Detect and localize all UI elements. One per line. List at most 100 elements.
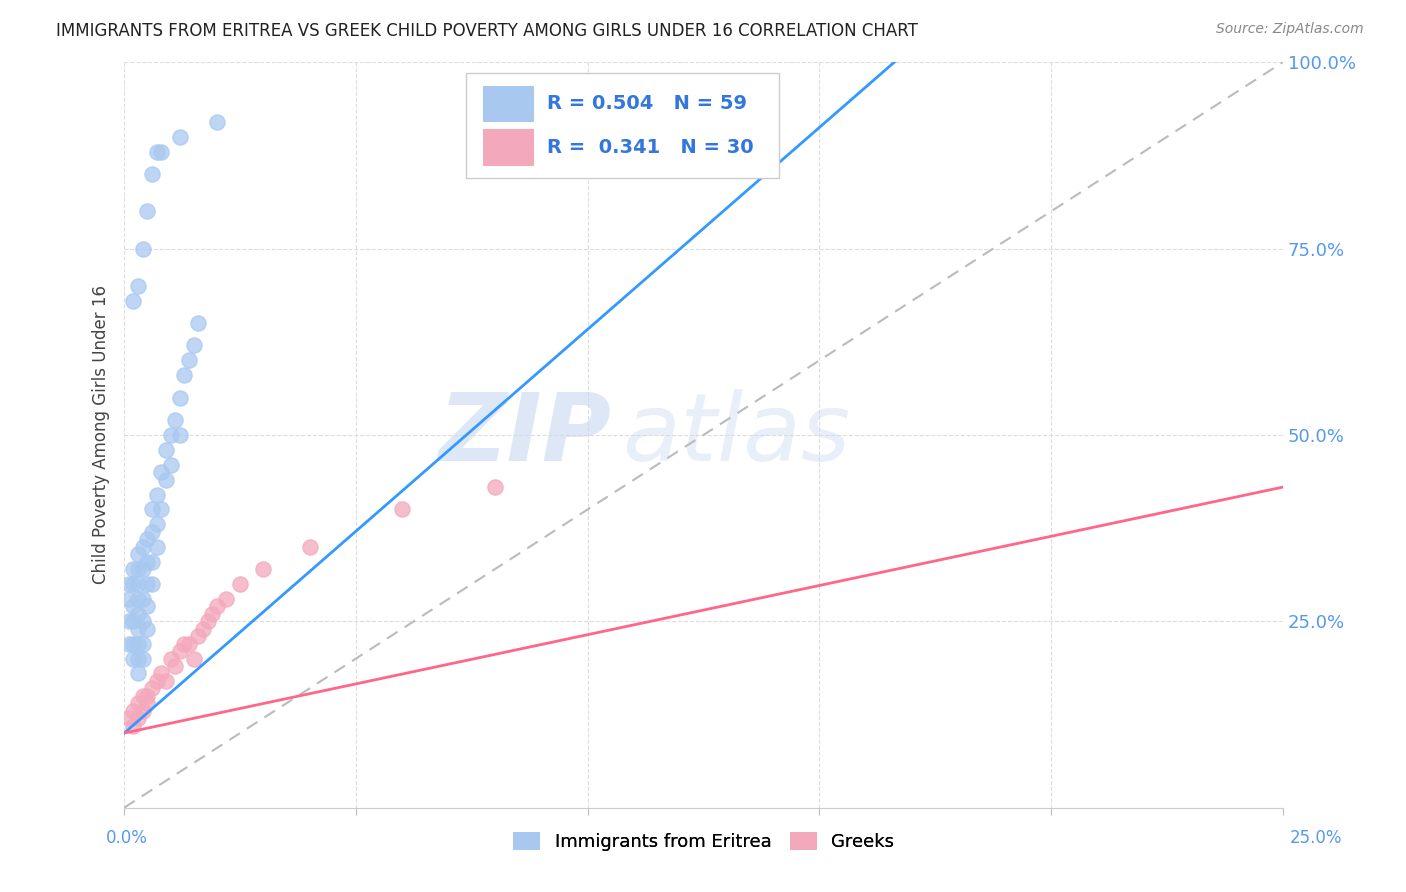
Point [169, 644, 191, 658]
FancyBboxPatch shape [484, 129, 534, 166]
Point [127, 562, 149, 576]
Point [169, 391, 191, 405]
Point [132, 242, 155, 256]
Point [215, 591, 238, 606]
Point [141, 577, 163, 591]
Legend: Immigrants from Eritrea, Greeks: Immigrants from Eritrea, Greeks [506, 824, 901, 858]
Point [132, 540, 155, 554]
Point [118, 711, 141, 725]
Point [122, 704, 145, 718]
Point [173, 637, 195, 651]
Point [484, 480, 506, 494]
Point [141, 524, 163, 539]
Point [183, 651, 205, 665]
Point [201, 607, 224, 621]
Y-axis label: Child Poverty Among Girls Under 16: Child Poverty Among Girls Under 16 [93, 285, 110, 584]
Point [118, 637, 141, 651]
Point [145, 145, 167, 159]
Point [205, 599, 228, 614]
Point [169, 129, 191, 144]
Point [165, 413, 187, 427]
Point [145, 540, 167, 554]
Point [122, 562, 145, 576]
Text: ZIP: ZIP [439, 389, 610, 481]
Point [118, 591, 141, 606]
Point [197, 614, 219, 628]
Point [127, 696, 149, 710]
Point [136, 555, 159, 569]
Point [122, 614, 145, 628]
Point [122, 293, 145, 308]
Point [136, 689, 159, 703]
Point [136, 599, 159, 614]
Point [127, 577, 149, 591]
Point [252, 562, 274, 576]
FancyBboxPatch shape [484, 86, 534, 122]
Point [155, 673, 177, 688]
Point [150, 502, 173, 516]
Point [127, 666, 149, 681]
Point [187, 629, 209, 643]
Point [118, 614, 141, 628]
Point [127, 591, 149, 606]
Point [159, 428, 181, 442]
Point [136, 577, 159, 591]
Point [122, 577, 145, 591]
Point [179, 637, 201, 651]
Text: 25.0%: 25.0% [1291, 829, 1343, 847]
Point [132, 637, 155, 651]
Point [132, 591, 155, 606]
Point [136, 696, 159, 710]
Point [136, 622, 159, 636]
Text: IMMIGRANTS FROM ERITREA VS GREEK CHILD POVERTY AMONG GIRLS UNDER 16 CORRELATION : IMMIGRANTS FROM ERITREA VS GREEK CHILD P… [56, 22, 918, 40]
Point [150, 465, 173, 479]
Point [145, 487, 167, 501]
Text: R =  0.341   N = 30: R = 0.341 N = 30 [547, 138, 754, 157]
Point [141, 681, 163, 696]
Point [122, 637, 145, 651]
Point [159, 651, 181, 665]
Point [132, 689, 155, 703]
Point [122, 651, 145, 665]
Point [118, 577, 141, 591]
Point [205, 115, 228, 129]
Point [179, 353, 201, 368]
Point [183, 338, 205, 352]
Point [122, 718, 145, 732]
Point [127, 637, 149, 651]
Point [127, 711, 149, 725]
Point [150, 666, 173, 681]
Point [150, 145, 173, 159]
Text: 0.0%: 0.0% [105, 829, 148, 847]
Point [136, 204, 159, 219]
Point [145, 517, 167, 532]
Point [159, 458, 181, 472]
Point [155, 442, 177, 457]
FancyBboxPatch shape [465, 73, 779, 178]
Point [127, 607, 149, 621]
Point [298, 540, 321, 554]
Point [122, 599, 145, 614]
Point [155, 473, 177, 487]
Point [141, 555, 163, 569]
Point [127, 547, 149, 561]
Point [165, 659, 187, 673]
Text: Source: ZipAtlas.com: Source: ZipAtlas.com [1216, 22, 1364, 37]
Point [132, 704, 155, 718]
Point [132, 614, 155, 628]
Point [145, 673, 167, 688]
Point [191, 622, 214, 636]
Point [132, 651, 155, 665]
Point [173, 368, 195, 383]
Text: atlas: atlas [623, 390, 851, 481]
Text: R = 0.504   N = 59: R = 0.504 N = 59 [547, 95, 747, 113]
Point [141, 167, 163, 181]
Point [229, 577, 252, 591]
Point [391, 502, 413, 516]
Point [187, 316, 209, 330]
Point [136, 533, 159, 547]
Point [127, 651, 149, 665]
Point [127, 622, 149, 636]
Point [169, 428, 191, 442]
Point [141, 502, 163, 516]
